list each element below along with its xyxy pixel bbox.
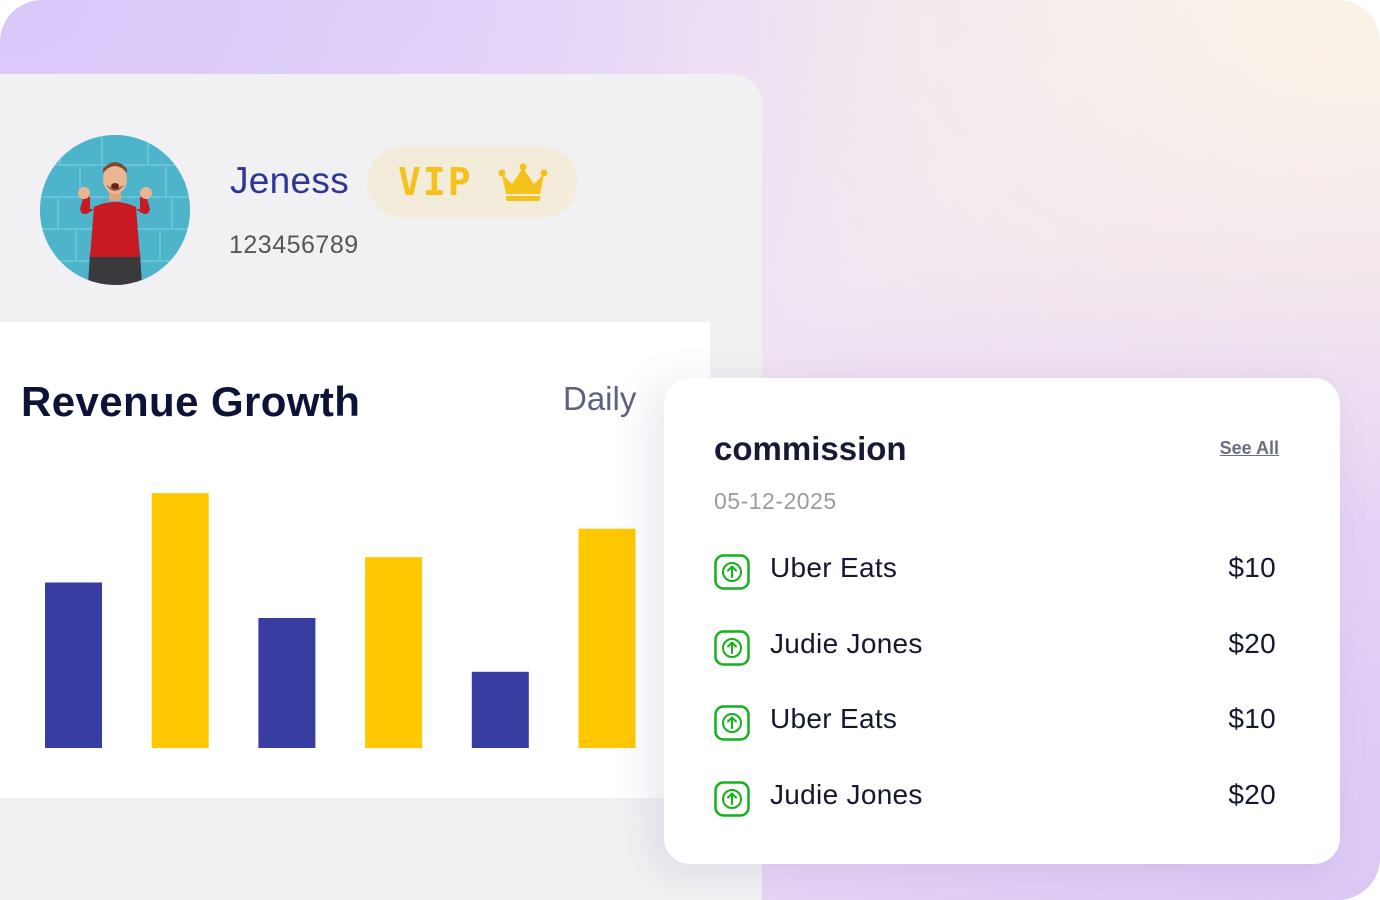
vip-label: VIP bbox=[398, 160, 473, 204]
revenue-bar-chart bbox=[45, 493, 636, 748]
transaction-name: Judie Jones bbox=[770, 627, 923, 659]
transaction-amount: $20 bbox=[1228, 627, 1276, 659]
chart-bar bbox=[258, 618, 316, 748]
chart-bar bbox=[578, 528, 636, 748]
list-item[interactable]: Judie Jones $20 bbox=[714, 626, 1276, 702]
transaction-name: Uber Eats bbox=[770, 552, 898, 583]
arrow-up-icon bbox=[714, 629, 750, 666]
user-name: Jeness bbox=[230, 160, 350, 201]
arrow-up-icon bbox=[714, 554, 750, 590]
see-all-link[interactable]: See All bbox=[1219, 438, 1279, 458]
transaction-list: Uber Eats $10 Judie Jones $20 Uber Eats … bbox=[714, 550, 1276, 852]
commission-date: 05-12-2025 bbox=[714, 488, 837, 514]
transaction-name: Judie Jones bbox=[770, 778, 923, 810]
chart-bar bbox=[45, 582, 102, 748]
arrow-up-icon bbox=[714, 781, 750, 817]
crown-icon bbox=[498, 163, 548, 201]
chart-bar bbox=[365, 557, 423, 748]
list-item[interactable]: Uber Eats $10 bbox=[714, 550, 1276, 626]
transaction-amount: $10 bbox=[1228, 552, 1276, 583]
chart-bar bbox=[151, 493, 209, 748]
commission-title: commission bbox=[714, 430, 907, 467]
transaction-name: Uber Eats bbox=[770, 703, 898, 735]
arrow-up-icon bbox=[714, 705, 750, 741]
avatar[interactable] bbox=[40, 135, 190, 285]
period-selector[interactable]: Daily bbox=[563, 380, 637, 417]
transaction-amount: $20 bbox=[1228, 778, 1276, 810]
revenue-chart-panel: Revenue Growth Daily bbox=[0, 322, 710, 798]
chart-bar bbox=[471, 671, 529, 748]
list-item[interactable]: Judie Jones $20 bbox=[714, 777, 1276, 853]
commission-card: commission See All 05-12-2025 Uber Eats … bbox=[664, 378, 1340, 864]
list-item[interactable]: Uber Eats $10 bbox=[714, 701, 1276, 777]
chart-title: Revenue Growth bbox=[21, 378, 361, 425]
user-id: 123456789 bbox=[229, 231, 359, 259]
user-avatar-photo bbox=[40, 135, 190, 285]
vip-badge: VIP bbox=[367, 146, 578, 218]
transaction-amount: $10 bbox=[1228, 703, 1276, 735]
